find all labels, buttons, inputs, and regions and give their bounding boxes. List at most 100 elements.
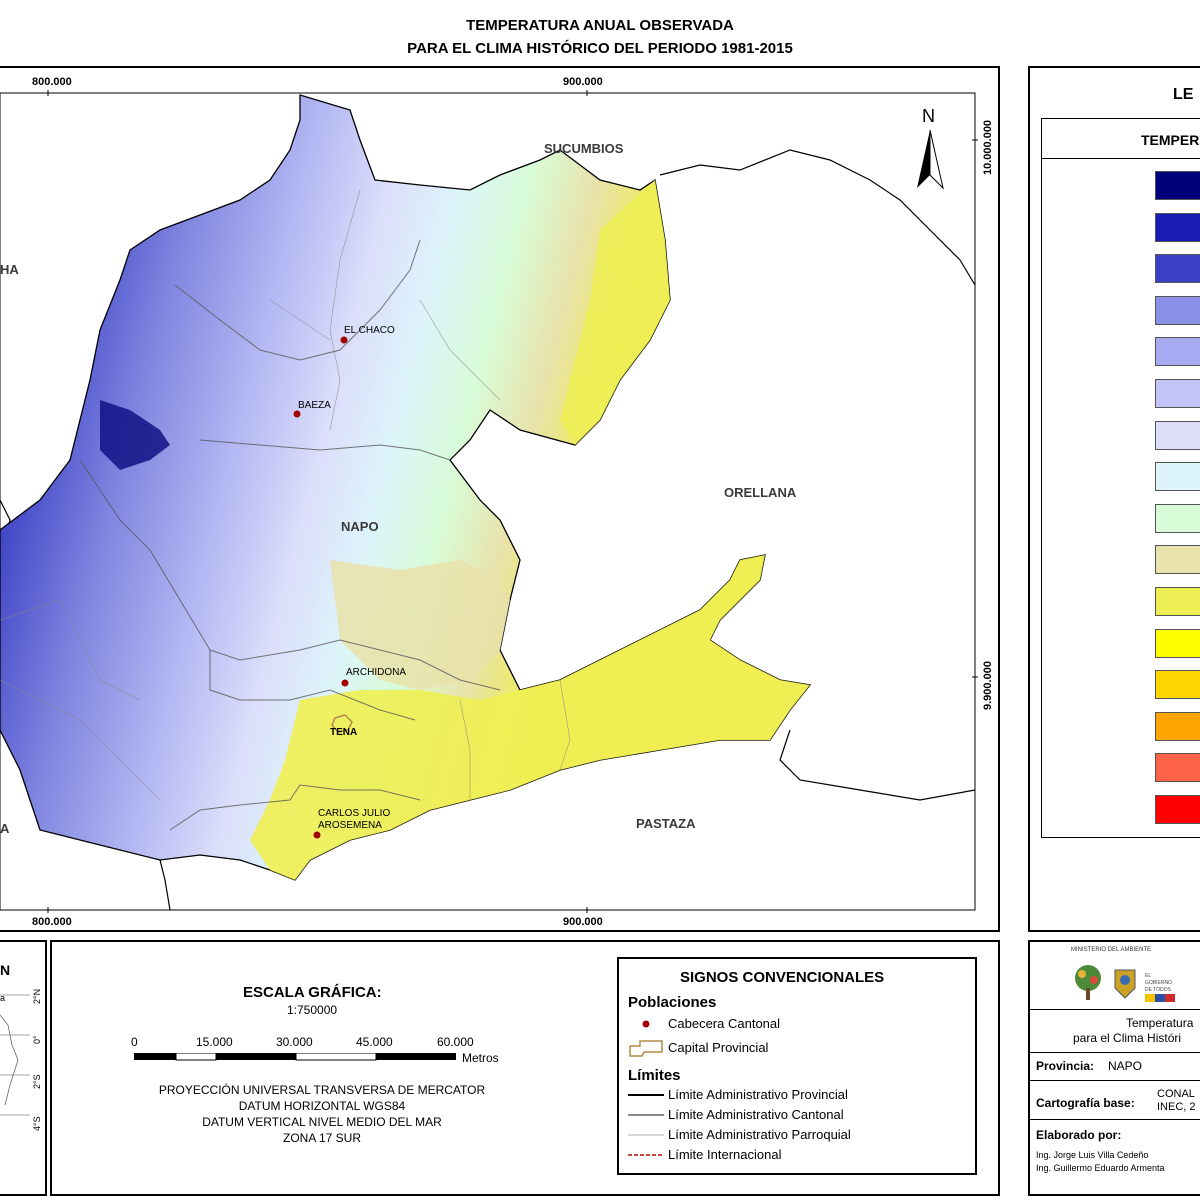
signs-limites-heading: Límites [628, 1067, 681, 1084]
town-label-carlos-julio-2: AROSEMENA [318, 820, 382, 831]
x-tick-900000-top: 900.000 [563, 76, 603, 88]
legend-swatch [1155, 545, 1200, 575]
map-title-line2: PARA EL CLIMA HISTÓRICO DEL PERIODO 1981… [407, 40, 793, 57]
inset-lat-2s: 2°S [32, 1074, 42, 1089]
gov-line3: DE TODOS [1145, 987, 1171, 993]
credits-map-title-1: Temperatura [1126, 1016, 1194, 1030]
north-arrow-icon [917, 129, 944, 190]
legend-subtitle: TEMPER [1141, 132, 1200, 148]
inset-lat-2n: 2°N [32, 988, 42, 1004]
ministry-label: MINISTERIO DEL AMBIENTE [1071, 947, 1152, 953]
neighbor-boundary-south [779, 729, 976, 801]
credits-divider-4 [1030, 1119, 1200, 1120]
legend-swatch [1155, 295, 1200, 325]
legend-swatch [1155, 462, 1200, 492]
credits-divider-2 [1030, 1052, 1200, 1053]
signs-cabecera-label: Cabecera Cantonal [668, 1016, 781, 1031]
inset-lat-0: 0° [32, 1035, 42, 1044]
author-2: Ing. Guillermo Eduardo Armenta [1036, 1163, 1165, 1173]
legend-divider [1041, 158, 1200, 159]
cartografia-label: Cartografía base: [1036, 1096, 1135, 1110]
credits-divider-3 [1030, 1080, 1200, 1081]
warm-zone-east [560, 180, 670, 445]
scale-tick-30000: 30.000 [276, 1035, 313, 1049]
legend-swatch [1155, 503, 1200, 533]
scale-tick-15000: 15.000 [196, 1035, 233, 1049]
signs-lim-provincial: Límite Administrativo Provincial [668, 1087, 848, 1102]
capital-symbol-icon [629, 1040, 663, 1057]
cantonal-boundaries [79, 239, 501, 831]
inset-lat-4s: 4°S [32, 1116, 42, 1131]
scale-bar [134, 1053, 456, 1061]
region-label-west-top: HA [0, 262, 19, 277]
credits-map-title-2: para el Clima Históri [1073, 1031, 1182, 1045]
projection-line4: ZONA 17 SUR [282, 1131, 362, 1145]
projection-line2: DATUM HORIZONTAL WGS84 [238, 1099, 406, 1113]
map-canvas [0, 90, 978, 913]
inset-title: N [0, 962, 11, 978]
ministry-logo-icon [1075, 965, 1101, 1000]
signs-lim-cantonal: Límite Administrativo Cantonal [668, 1107, 844, 1122]
scale-tick-0: 0 [131, 1035, 138, 1049]
region-label-sucumbios: SUCUMBIOS [544, 141, 624, 156]
legend-swatch [1155, 670, 1200, 700]
map-title-line1: TEMPERATURA ANUAL OBSERVADA [466, 17, 734, 34]
scale-unit: Metros [462, 1051, 499, 1065]
town-dot-archidona [341, 679, 349, 687]
legend-swatch [1155, 587, 1200, 616]
provincia-value: NAPO [1108, 1059, 1143, 1073]
x-tick-800000-top: 800.000 [32, 76, 72, 88]
town-label-baeza: BAEZA [298, 400, 331, 411]
signs-poblaciones-heading: Poblaciones [628, 994, 717, 1011]
gov-line2: GOBIERNO [1145, 980, 1172, 986]
region-label-napo: NAPO [341, 519, 379, 534]
x-tick-800000-bottom: 800.000 [32, 916, 72, 928]
legend-swatch [1155, 171, 1200, 200]
signs-box [617, 957, 977, 1175]
inset-panel [0, 940, 47, 1196]
boundary-symbols [628, 1094, 664, 1156]
signs-title: SIGNOS CONVENCIONALES [680, 969, 885, 986]
x-tick-900000-bottom: 900.000 [563, 916, 603, 928]
scale-ratio: 1:750000 [287, 1003, 338, 1017]
credits-divider-1 [1030, 1009, 1200, 1010]
signs-capital-label: Capital Provincial [668, 1040, 769, 1055]
legend-title: LE [1173, 86, 1194, 103]
signs-lim-internacional: Límite Internacional [668, 1147, 782, 1162]
neighbor-boundary-west [159, 859, 171, 911]
town-label-tena: TENA [330, 727, 358, 738]
frame-ticks [47, 90, 978, 913]
legend-swatch [1155, 795, 1200, 824]
town-dot-baeza [293, 410, 301, 418]
cabecera-symbol-icon [642, 1020, 650, 1028]
inset-map [0, 994, 30, 1116]
credits-panel [1028, 940, 1200, 1196]
region-label-orellana: ORELLANA [724, 485, 797, 500]
gov-stripe-icon [1145, 994, 1175, 1002]
inset-side-label: a [0, 993, 6, 1003]
author-1: Ing. Jorge Luis Villa Cedeño [1036, 1150, 1149, 1160]
cartografia-value-1: CONAL [1157, 1088, 1195, 1100]
provincia-label: Provincia: [1036, 1059, 1095, 1073]
town-label-carlos-julio-1: CARLOS JULIO [318, 808, 391, 819]
legend-swatch [1155, 753, 1200, 783]
y-tick-10000000: 10.000.000 [982, 119, 994, 175]
legend-swatch [1155, 212, 1200, 242]
neighbor-boundary [659, 149, 976, 286]
coat-of-arms-icon [1114, 969, 1136, 999]
inner-neatline [0, 92, 976, 911]
scale-tick-60000: 60.000 [437, 1035, 474, 1049]
town-dot-carlos-julio [313, 831, 321, 839]
region-label-west-bottom: A [0, 821, 10, 836]
scale-title: ESCALA GRÁFICA: [243, 984, 382, 1001]
town-label-el-chaco: EL CHACO [344, 325, 395, 336]
signs-lim-parroquial: Límite Administrativo Parroquial [668, 1127, 851, 1142]
capital-outline [331, 714, 353, 733]
region-label-pastaza: PASTAZA [636, 816, 696, 831]
elaborado-label: Elaborado por: [1036, 1128, 1122, 1142]
legend-swatch [1155, 420, 1200, 450]
y-tick-9900000: 9.900.000 [982, 661, 994, 710]
transition-zone [330, 560, 510, 690]
projection-line1: PROYECCIÓN UNIVERSAL TRANSVERSA DE MERCA… [158, 1083, 486, 1097]
legend-swatch [1155, 711, 1200, 741]
